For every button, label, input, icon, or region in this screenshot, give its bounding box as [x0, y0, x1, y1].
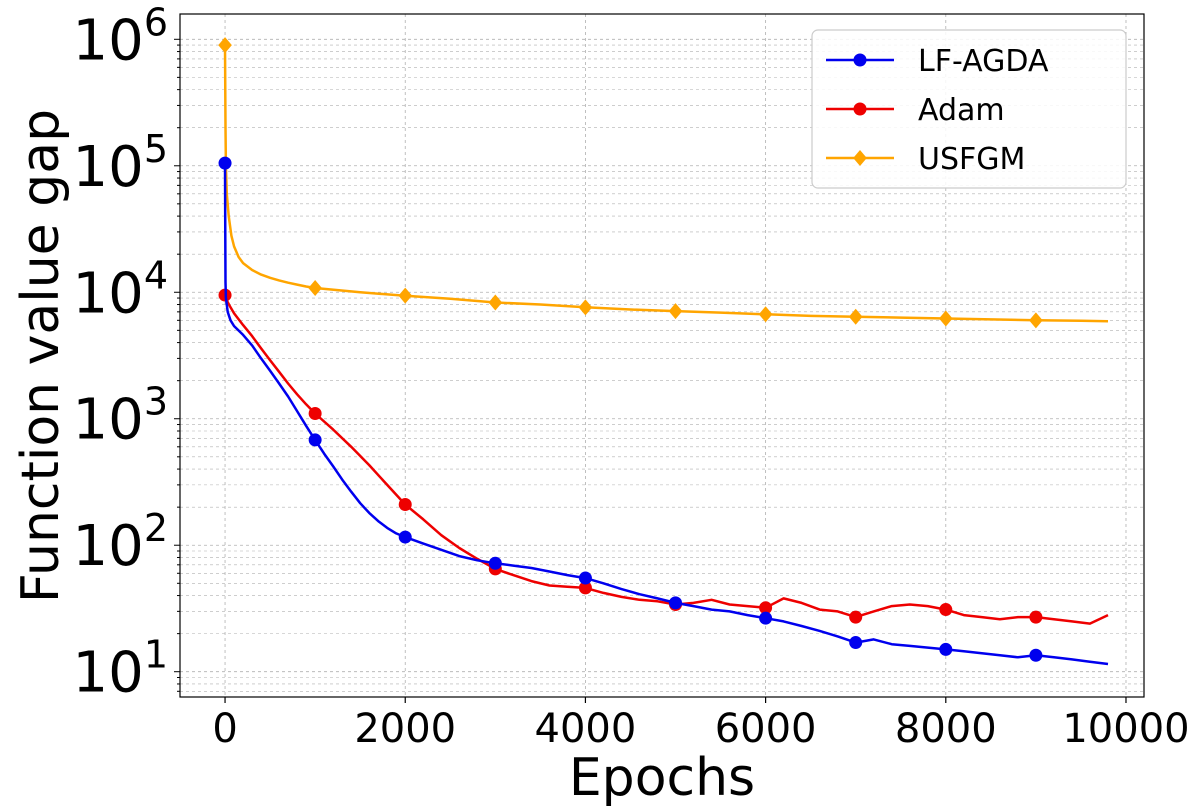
legend-label: LF-AGDA: [918, 44, 1049, 79]
data-point-marker: [758, 306, 773, 323]
data-point-marker: [853, 53, 867, 67]
data-point-marker: [398, 287, 413, 304]
y-tick-label: 101: [73, 633, 168, 706]
y-tick-base: 10: [73, 261, 144, 326]
data-point-marker: [1029, 648, 1043, 662]
y-tick-exponent: 6: [144, 0, 168, 44]
x-tick-label: 6000: [715, 706, 817, 752]
data-point-marker: [488, 556, 502, 570]
series-line: [223, 294, 1109, 625]
y-axis-label: Function value gap: [11, 109, 71, 603]
legend-label: Adam: [918, 93, 1005, 128]
data-point-marker: [308, 280, 322, 297]
y-tick-label: 102: [73, 506, 168, 579]
legend-item-adam: Adam: [826, 93, 1005, 128]
data-point-marker: [488, 294, 503, 311]
data-point-marker: [578, 571, 592, 585]
data-point-marker: [849, 636, 863, 650]
legend-item-lf-agda: LF-AGDA: [826, 44, 1049, 79]
data-point-marker: [1029, 610, 1043, 624]
legend-box: [811, 29, 1127, 189]
data-point-marker: [938, 310, 953, 327]
legend-label: USFGM: [918, 142, 1025, 177]
y-tick-label: 104: [73, 253, 168, 326]
y-tick-exponent: 5: [144, 127, 168, 171]
data-point-marker: [308, 433, 322, 447]
y-tick-base: 10: [73, 135, 144, 200]
y-tick-exponent: 3: [144, 380, 168, 424]
data-point-marker: [848, 308, 863, 325]
x-tick-label: 8000: [895, 706, 997, 752]
legend: LF-AGDA Adam USFGM: [811, 29, 1127, 189]
y-tick-base: 10: [73, 8, 144, 73]
data-point-marker: [849, 610, 863, 624]
x-tick-label: 0: [212, 706, 237, 752]
data-point-marker: [668, 303, 683, 320]
data-point-marker: [853, 150, 867, 166]
series-usfgm: [218, 37, 1109, 329]
y-tick-exponent: 4: [144, 253, 168, 297]
data-point-marker: [218, 37, 232, 54]
y-tick-exponent: 2: [144, 506, 168, 550]
y-tick-base: 10: [73, 388, 144, 453]
data-point-marker: [669, 596, 683, 610]
y-tick-label: 103: [73, 380, 168, 453]
data-point-marker: [308, 407, 322, 421]
data-point-marker: [759, 601, 773, 615]
series-layer: [218, 37, 1109, 666]
x-tick-label: 4000: [535, 706, 637, 752]
plot-area-frame: [179, 13, 1145, 698]
data-point-marker: [398, 497, 412, 511]
x-tick-label: 2000: [354, 706, 456, 752]
data-point-marker: [218, 156, 232, 170]
y-tick-base: 10: [73, 641, 144, 706]
y-tick-exponent: 1: [144, 633, 168, 677]
data-point-marker: [759, 611, 773, 625]
x-axis-label: Epochs: [569, 748, 755, 808]
data-point-marker: [853, 102, 867, 116]
y-tick-label: 106: [73, 0, 168, 73]
series-line: [223, 45, 1109, 323]
series-lf-agda: [218, 156, 1109, 666]
grid-lines: [180, 14, 1144, 697]
series-line: [223, 163, 1109, 666]
legend-item-usfgm: USFGM: [826, 142, 1025, 177]
y-tick-label: 105: [73, 127, 168, 200]
data-point-marker: [939, 642, 953, 656]
data-point-marker: [398, 530, 412, 544]
x-axis: 0 2000 4000 6000 8000 10000: [212, 697, 1190, 752]
data-point-marker: [1029, 312, 1043, 329]
x-tick-label: 10000: [1062, 706, 1189, 752]
y-tick-base: 10: [73, 514, 144, 579]
data-point-marker: [578, 299, 593, 316]
data-point-marker: [578, 581, 592, 595]
data-point-marker: [939, 603, 953, 617]
